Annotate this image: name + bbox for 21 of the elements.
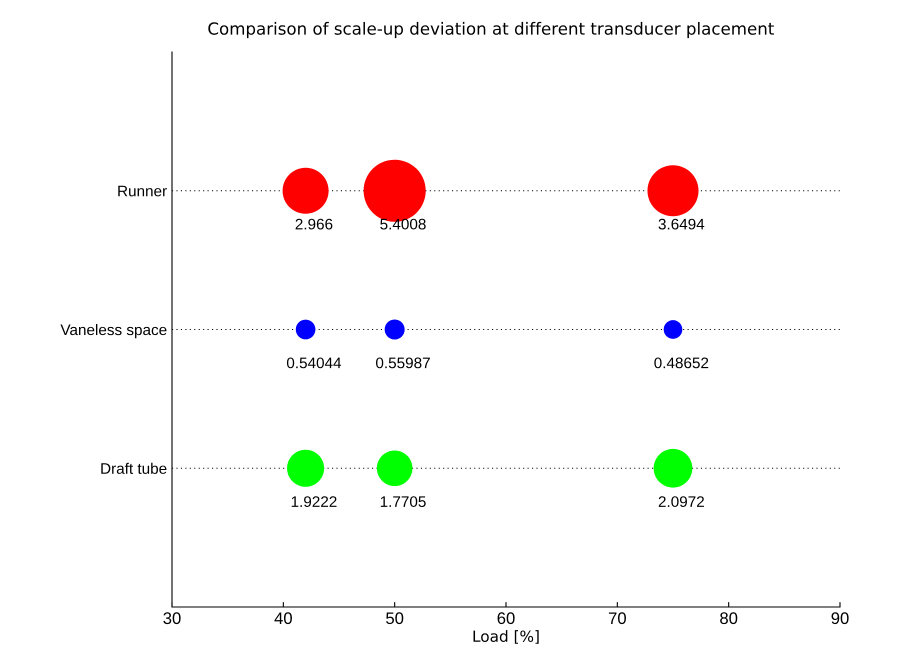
data-label: 0.55987 (376, 357, 430, 368)
y-tick-label: Draft tube (101, 462, 166, 474)
x-axis-title: Load [%] (474, 630, 539, 644)
data-label: 2.966 (296, 218, 332, 230)
data-label: 0.48652 (654, 357, 708, 368)
data-label: 2.0972 (658, 496, 704, 508)
data-label: 1.7705 (380, 496, 426, 508)
x-tick-label: 90 (832, 612, 849, 624)
y-tick-label: Runner (118, 186, 167, 196)
x-tick-label: 50 (386, 612, 404, 624)
data-label: 3.6494 (658, 218, 704, 230)
x-tick-label: 30 (163, 612, 181, 624)
data-label: 1.9222 (292, 496, 337, 508)
data-label: 0.54044 (286, 357, 342, 368)
y-tick-label: Vaneless space (60, 324, 166, 338)
x-tick-label: 70 (608, 612, 626, 624)
x-tick-label: 60 (498, 612, 515, 624)
x-tick-label: 80 (720, 612, 738, 624)
x-tick-label: 40 (274, 612, 292, 624)
data-label: 5.4008 (380, 218, 426, 230)
chart-title: Comparison of scale-up deviation at different transducer placement (208, 22, 774, 38)
